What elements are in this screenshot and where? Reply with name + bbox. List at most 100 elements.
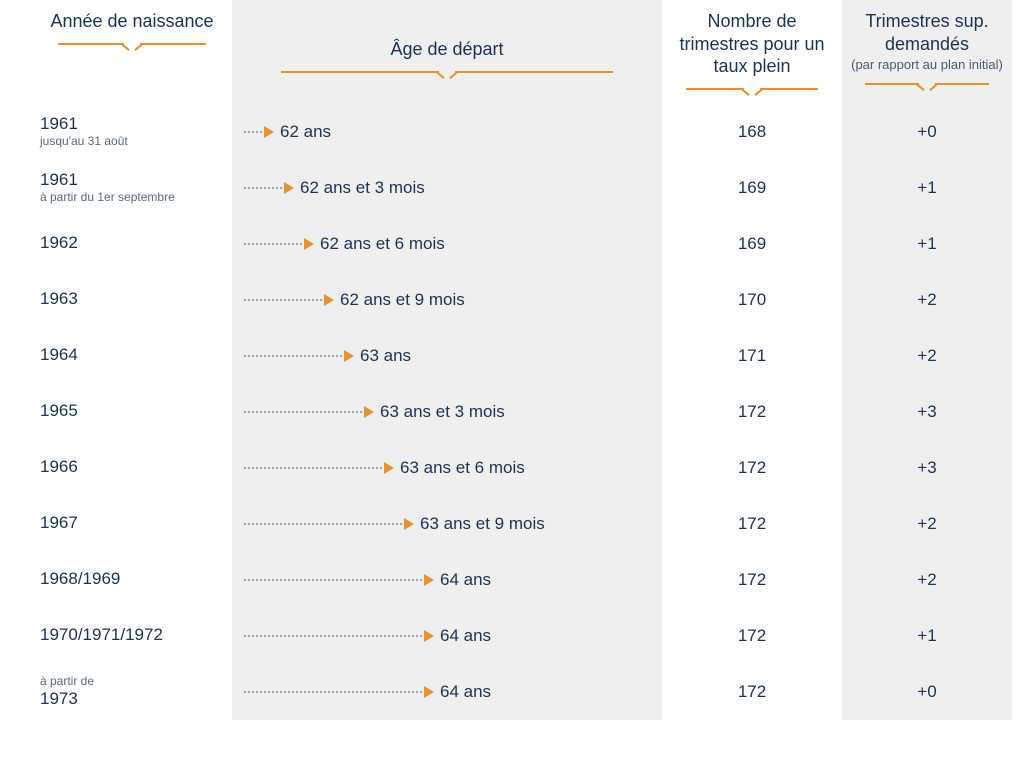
sup-cell: +2: [842, 328, 1012, 384]
sup-cell: +2: [842, 496, 1012, 552]
age-cell: 62 ans: [232, 104, 662, 160]
sup-cell: +0: [842, 664, 1012, 720]
header-trimestres-label: Nombre de trimestres pour un taux plein: [679, 11, 824, 76]
arrow-right-icon: [364, 406, 374, 418]
age-label: 64 ans: [440, 682, 491, 702]
trimestres-value: 169: [738, 234, 766, 254]
year-subtext: jusqu'au 31 août: [40, 135, 128, 148]
year-value: 1968/1969: [40, 570, 120, 589]
age-cell: 63 ans et 9 mois: [232, 496, 662, 552]
year-value: 1973: [40, 690, 78, 709]
trimestres-cell: 171: [662, 328, 842, 384]
header-year-label: Année de naissance: [50, 11, 213, 31]
trimestres-value: 172: [738, 514, 766, 534]
dotted-leader: [244, 579, 422, 581]
dotted-leader: [244, 355, 342, 357]
arrow-right-icon: [264, 126, 274, 138]
year-cell: 1962: [12, 216, 232, 272]
age-label: 63 ans et 6 mois: [400, 458, 525, 478]
dotted-leader: [244, 691, 422, 693]
year-cell: 1968/1969: [12, 552, 232, 608]
sup-cell: +2: [842, 272, 1012, 328]
retirement-table: Année de naissance Âge de départ Nombre …: [12, 0, 1012, 720]
dotted-leader: [244, 131, 262, 133]
trimestres-value: 172: [738, 682, 766, 702]
year-cell: 1970/1971/1972: [12, 608, 232, 664]
year-cell: 1967: [12, 496, 232, 552]
trimestres-value: 169: [738, 178, 766, 198]
year-value: 1966: [40, 458, 78, 477]
trimestres-cell: 172: [662, 664, 842, 720]
dotted-leader: [244, 243, 302, 245]
dotted-leader: [244, 523, 402, 525]
age-cell: 63 ans: [232, 328, 662, 384]
sup-cell: +1: [842, 608, 1012, 664]
age-label: 63 ans: [360, 346, 411, 366]
age-cell: 62 ans et 9 mois: [232, 272, 662, 328]
sup-value: +2: [917, 514, 936, 534]
year-cell: 1964: [12, 328, 232, 384]
header-age-label: Âge de départ: [390, 39, 503, 59]
arrow-right-icon: [304, 238, 314, 250]
age-cell: 64 ans: [232, 608, 662, 664]
year-cell: 1966: [12, 440, 232, 496]
year-value: 1964: [40, 346, 78, 365]
dotted-leader: [244, 411, 362, 413]
age-cell: 62 ans et 3 mois: [232, 160, 662, 216]
sup-value: +3: [917, 458, 936, 478]
trimestres-value: 172: [738, 626, 766, 646]
dotted-leader: [244, 635, 422, 637]
trimestres-value: 171: [738, 346, 766, 366]
year-value: 1961: [40, 115, 78, 134]
trimestres-cell: 172: [662, 440, 842, 496]
sup-value: +2: [917, 290, 936, 310]
sup-cell: +3: [842, 440, 1012, 496]
year-subtext: à partir du 1er septembre: [40, 191, 175, 204]
arrow-right-icon: [424, 686, 434, 698]
trimestres-cell: 169: [662, 160, 842, 216]
year-value: 1965: [40, 402, 78, 421]
header-sup-subnote: (par rapport au plan initial): [850, 57, 1004, 73]
trimestres-value: 168: [738, 122, 766, 142]
arrow-right-icon: [424, 630, 434, 642]
arrow-right-icon: [404, 518, 414, 530]
header-age: Âge de départ: [232, 0, 662, 104]
age-label: 62 ans et 9 mois: [340, 290, 465, 310]
age-label: 63 ans et 9 mois: [420, 514, 545, 534]
trimestres-cell: 172: [662, 384, 842, 440]
header-underline: [865, 83, 988, 99]
sup-value: +2: [917, 570, 936, 590]
age-label: 62 ans: [280, 122, 331, 142]
year-value: 1970/1971/1972: [40, 626, 163, 645]
trimestres-cell: 169: [662, 216, 842, 272]
age-label: 64 ans: [440, 626, 491, 646]
age-label: 62 ans et 3 mois: [300, 178, 425, 198]
year-value: 1963: [40, 290, 78, 309]
trimestres-cell: 172: [662, 552, 842, 608]
sup-value: +1: [917, 626, 936, 646]
year-prefix: à partir de: [40, 675, 94, 688]
sup-value: +1: [917, 234, 936, 254]
trimestres-cell: 172: [662, 608, 842, 664]
header-trimestres: Nombre de trimestres pour un taux plein: [662, 0, 842, 104]
age-cell: 64 ans: [232, 552, 662, 608]
dotted-leader: [244, 467, 382, 469]
dotted-leader: [244, 299, 322, 301]
arrow-right-icon: [324, 294, 334, 306]
sup-cell: +1: [842, 216, 1012, 272]
trimestres-cell: 170: [662, 272, 842, 328]
year-cell: 1961à partir du 1er septembre: [12, 160, 232, 216]
year-value: 1967: [40, 514, 78, 533]
arrow-right-icon: [344, 350, 354, 362]
header-year: Année de naissance: [12, 0, 232, 104]
sup-value: +3: [917, 402, 936, 422]
year-cell: 1963: [12, 272, 232, 328]
arrow-right-icon: [384, 462, 394, 474]
trimestres-value: 170: [738, 290, 766, 310]
header-sup-label: Trimestres sup. demandés: [865, 11, 988, 54]
age-label: 64 ans: [440, 570, 491, 590]
sup-cell: +0: [842, 104, 1012, 160]
age-cell: 63 ans et 6 mois: [232, 440, 662, 496]
sup-value: +2: [917, 346, 936, 366]
trimestres-value: 172: [738, 570, 766, 590]
